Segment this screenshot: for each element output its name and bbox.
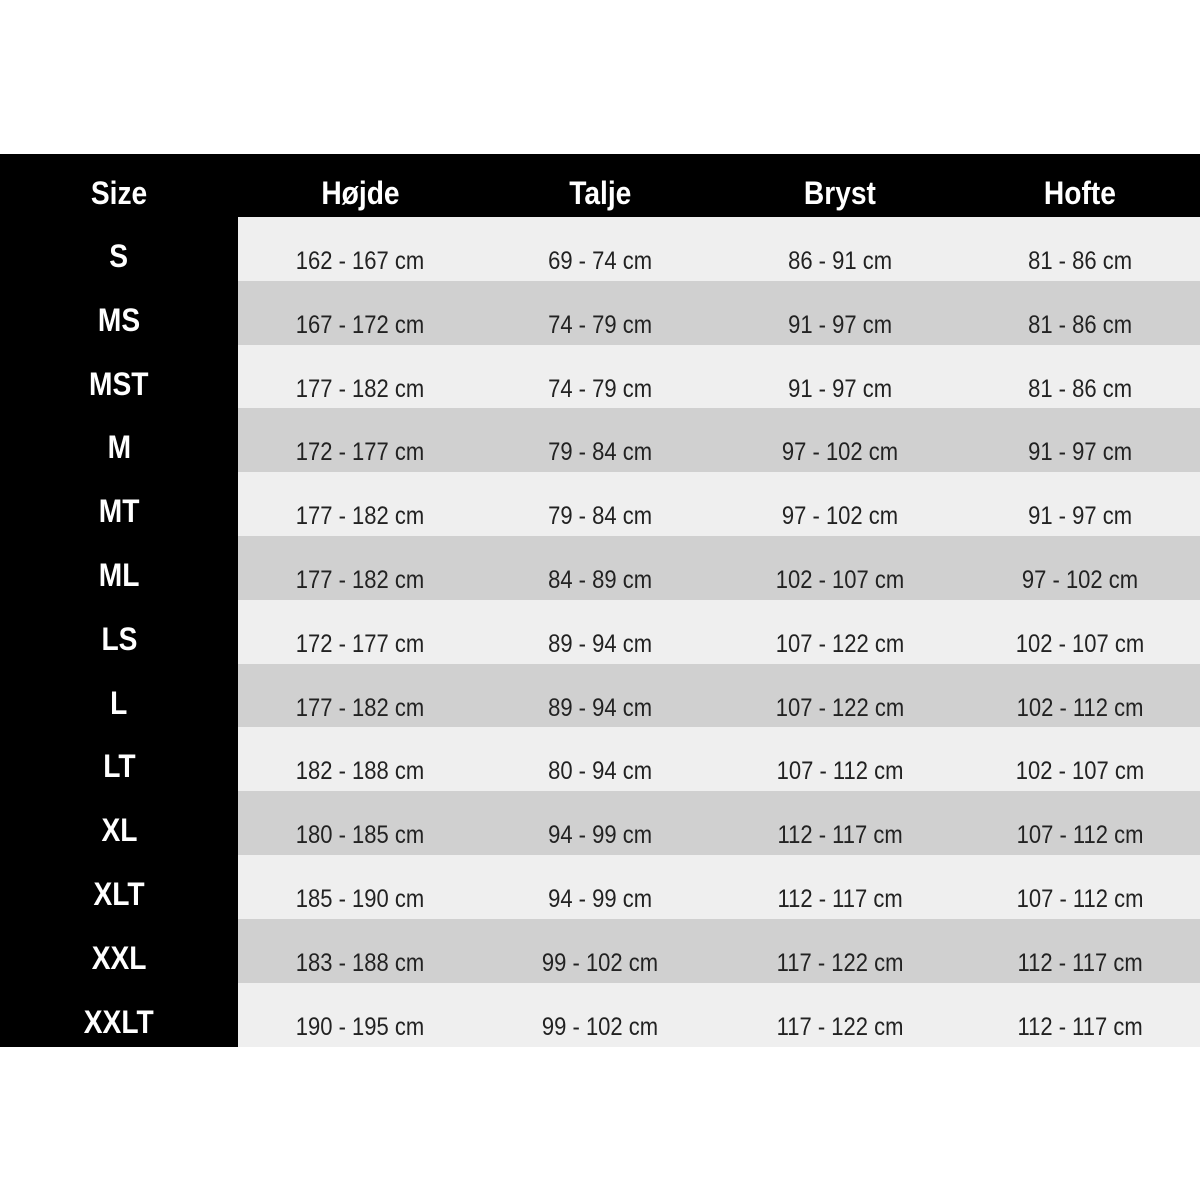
table-row: XXL 183 - 188 cm 99 - 102 cm 117 - 122 cm 11… bbox=[0, 918, 1200, 983]
cell-hojde: 177 - 182 cm bbox=[295, 566, 425, 594]
cell-bryst: 112 - 117 cm bbox=[777, 821, 903, 850]
size-label: XXLT bbox=[0, 982, 238, 1047]
header-size: Size bbox=[90, 175, 148, 211]
cell-hojde: 180 - 185 cm bbox=[295, 821, 425, 850]
cell-hofte: 107 - 112 cm bbox=[1016, 885, 1144, 913]
cell-talje: 74 - 79 cm bbox=[548, 374, 652, 403]
cell-hofte: 112 - 117 cm bbox=[1017, 948, 1143, 977]
row-values: 182 - 188 cm 80 - 94 cm 107 - 112 cm 102 - … bbox=[238, 727, 1200, 792]
size-label: LS bbox=[0, 599, 238, 664]
cell-hojde: 177 - 182 cm bbox=[295, 502, 425, 531]
cell-hofte: 91 - 97 cm bbox=[1028, 502, 1132, 531]
cell-talje: 99 - 102 cm bbox=[541, 1012, 659, 1041]
size-label: MST bbox=[0, 344, 238, 409]
size-label: LT bbox=[0, 727, 238, 792]
cell-bryst: 97 - 102 cm bbox=[781, 438, 899, 467]
cell-hofte: 81 - 86 cm bbox=[1028, 374, 1132, 403]
cell-bryst: 107 - 122 cm bbox=[775, 629, 905, 658]
table-row: MS 167 - 172 cm 74 - 79 cm 91 - 97 cm 81 - 8… bbox=[0, 280, 1200, 345]
size-label: XLT bbox=[0, 855, 238, 919]
cell-hofte: 97 - 102 cm bbox=[1021, 566, 1139, 594]
table-row: S 162 - 167 cm 69 - 74 cm 86 - 91 cm 81 - 86… bbox=[0, 217, 1200, 281]
cell-hofte: 102 - 107 cm bbox=[1015, 757, 1145, 786]
cell-hojde: 177 - 182 cm bbox=[295, 693, 425, 722]
cell-talje: 79 - 84 cm bbox=[548, 438, 652, 467]
size-label: M bbox=[0, 408, 238, 473]
cell-hojde: 162 - 167 cm bbox=[295, 247, 425, 275]
table-row: M 172 - 177 cm 79 - 84 cm 97 - 102 cm 91 - 9… bbox=[0, 408, 1200, 473]
size-label: XL bbox=[0, 791, 238, 856]
table-row: LS 172 - 177 cm 89 - 94 cm 107 - 122 cm 102 … bbox=[0, 599, 1200, 664]
header-row: Size Højde Talje Bryst Hofte bbox=[0, 154, 1200, 217]
size-label: L bbox=[0, 663, 238, 728]
size-label: S bbox=[0, 217, 238, 281]
cell-hojde: 185 - 190 cm bbox=[295, 885, 425, 913]
cell-talje: 94 - 99 cm bbox=[548, 885, 652, 913]
table-row: MST 177 - 182 cm 74 - 79 cm 91 - 97 cm 81 - … bbox=[0, 344, 1200, 409]
table-row: XLT 185 - 190 cm 94 - 99 cm 112 - 117 cm 107… bbox=[0, 855, 1200, 919]
cell-talje: 80 - 94 cm bbox=[548, 757, 652, 786]
cell-hofte: 81 - 86 cm bbox=[1028, 247, 1132, 275]
row-values: 180 - 185 cm 94 - 99 cm 112 - 117 cm 107 - … bbox=[238, 791, 1200, 856]
cell-bryst: 91 - 97 cm bbox=[788, 374, 892, 403]
header-hojde: Højde bbox=[320, 175, 400, 211]
cell-talje: 74 - 79 cm bbox=[548, 310, 652, 339]
table-row: XL 180 - 185 cm 94 - 99 cm 112 - 117 cm 107 … bbox=[0, 791, 1200, 856]
cell-talje: 89 - 94 cm bbox=[548, 629, 652, 658]
cell-bryst: 107 - 122 cm bbox=[775, 693, 905, 722]
row-values: 167 - 172 cm 74 - 79 cm 91 - 97 cm 81 - 86 … bbox=[238, 280, 1200, 345]
cell-bryst: 102 - 107 cm bbox=[775, 566, 905, 594]
size-label: ML bbox=[0, 536, 238, 600]
cell-hojde: 167 - 172 cm bbox=[295, 310, 425, 339]
cell-talje: 94 - 99 cm bbox=[548, 821, 652, 850]
cell-hojde: 172 - 177 cm bbox=[295, 438, 425, 467]
row-values: 177 - 182 cm 74 - 79 cm 91 - 97 cm 81 - 86 … bbox=[238, 344, 1200, 409]
cell-hojde: 182 - 188 cm bbox=[295, 757, 425, 786]
table-row: ML 177 - 182 cm 84 - 89 cm 102 - 107 cm 97 -… bbox=[0, 536, 1200, 600]
row-values: 177 - 182 cm 89 - 94 cm 107 - 122 cm 102 - … bbox=[238, 663, 1200, 728]
cell-bryst: 117 - 122 cm bbox=[776, 1012, 904, 1041]
cell-bryst: 91 - 97 cm bbox=[788, 310, 892, 339]
cell-hofte: 102 - 107 cm bbox=[1015, 629, 1145, 658]
cell-hojde: 172 - 177 cm bbox=[295, 629, 425, 658]
row-values: 177 - 182 cm 84 - 89 cm 102 - 107 cm 97 - 1… bbox=[238, 536, 1200, 600]
table-row: LT 182 - 188 cm 80 - 94 cm 107 - 112 cm 102 … bbox=[0, 727, 1200, 792]
cell-talje: 79 - 84 cm bbox=[548, 502, 652, 531]
row-values: 185 - 190 cm 94 - 99 cm 112 - 117 cm 107 - … bbox=[238, 855, 1200, 919]
cell-hojde: 190 - 195 cm bbox=[295, 1012, 425, 1041]
cell-bryst: 107 - 112 cm bbox=[776, 757, 904, 786]
row-values: 183 - 188 cm 99 - 102 cm 117 - 122 cm 112 -… bbox=[238, 918, 1200, 983]
cell-bryst: 112 - 117 cm bbox=[777, 885, 903, 913]
table-row: XXLT 190 - 195 cm 99 - 102 cm 117 - 122 cm 1… bbox=[0, 982, 1200, 1047]
cell-hofte: 112 - 117 cm bbox=[1017, 1012, 1143, 1041]
table-row: MT 177 - 182 cm 79 - 84 cm 97 - 102 cm 91 - … bbox=[0, 472, 1200, 537]
header-bryst: Bryst bbox=[804, 175, 876, 211]
size-label: MT bbox=[0, 472, 238, 537]
cell-talje: 89 - 94 cm bbox=[548, 693, 652, 722]
cell-hofte: 81 - 86 cm bbox=[1028, 310, 1132, 339]
cell-talje: 99 - 102 cm bbox=[541, 948, 659, 977]
row-values: 172 - 177 cm 79 - 84 cm 97 - 102 cm 91 - 97… bbox=[238, 408, 1200, 473]
cell-hojde: 177 - 182 cm bbox=[295, 374, 425, 403]
header-talje: Talje bbox=[568, 175, 632, 211]
size-label: XXL bbox=[0, 918, 238, 983]
cell-hofte: 102 - 112 cm bbox=[1016, 693, 1144, 722]
row-values: 190 - 195 cm 99 - 102 cm 117 - 122 cm 112 -… bbox=[238, 982, 1200, 1047]
header-hofte: Hofte bbox=[1044, 175, 1116, 211]
size-chart-table: Size Højde Talje Bryst Hofte S 162 - 167 … bbox=[0, 154, 1200, 1047]
table-row: L 177 - 182 cm 89 - 94 cm 107 - 122 cm 102 -… bbox=[0, 663, 1200, 728]
cell-bryst: 86 - 91 cm bbox=[788, 247, 892, 275]
cell-bryst: 117 - 122 cm bbox=[776, 948, 904, 977]
row-values: 177 - 182 cm 79 - 84 cm 97 - 102 cm 91 - 97… bbox=[238, 472, 1200, 537]
cell-bryst: 97 - 102 cm bbox=[781, 502, 899, 531]
row-values: 172 - 177 cm 89 - 94 cm 107 - 122 cm 102 - … bbox=[238, 599, 1200, 664]
size-label: MS bbox=[0, 280, 238, 345]
cell-hofte: 107 - 112 cm bbox=[1016, 821, 1144, 850]
cell-hojde: 183 - 188 cm bbox=[295, 948, 425, 977]
cell-talje: 84 - 89 cm bbox=[548, 566, 652, 594]
cell-talje: 69 - 74 cm bbox=[548, 247, 652, 275]
row-values: 162 - 167 cm 69 - 74 cm 86 - 91 cm 81 - 86 … bbox=[238, 217, 1200, 281]
cell-hofte: 91 - 97 cm bbox=[1028, 438, 1132, 467]
